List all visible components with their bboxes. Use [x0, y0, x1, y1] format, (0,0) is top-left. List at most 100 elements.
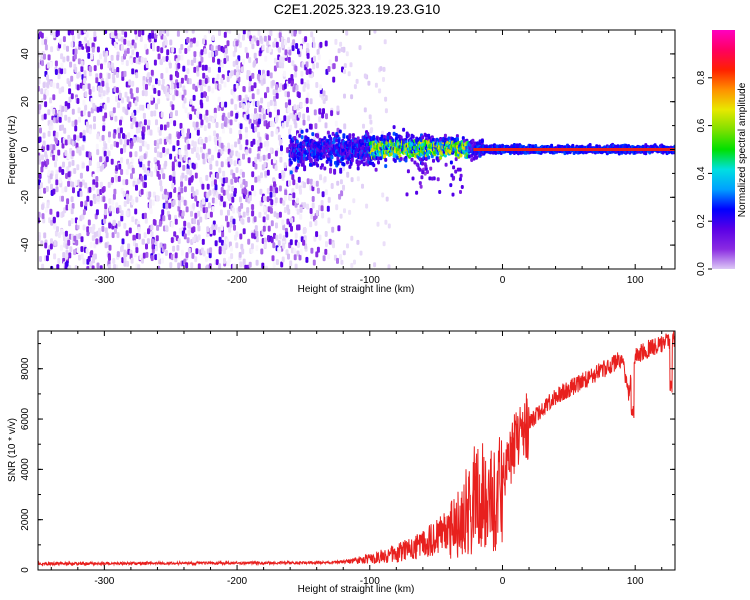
heatmap-cell: [54, 161, 57, 168]
heatmap-cell: [143, 119, 147, 126]
heatmap-cell: [114, 115, 118, 122]
heatmap-cell: [444, 162, 448, 167]
heatmap-cell: [214, 145, 218, 152]
heatmap-cell: [76, 98, 80, 104]
heatmap-cell: [222, 177, 226, 184]
heatmap-cell: [362, 123, 365, 129]
heatmap-cell: [112, 207, 116, 214]
heatmap-cell: [204, 78, 208, 84]
heatmap-cell: [225, 215, 228, 222]
heatmap-cell: [161, 257, 164, 264]
heatmap-cell: [356, 136, 360, 141]
heatmap-cell: [183, 199, 187, 206]
heatmap-cell: [255, 245, 259, 252]
heatmap-cell: [458, 177, 462, 182]
heatmap-cell: [49, 81, 53, 87]
heatmap-cell: [146, 238, 150, 245]
heatmap-cell: [80, 66, 84, 72]
heatmap-cell: [120, 245, 124, 252]
heatmap-cell: [194, 256, 198, 263]
heatmap-cell: [76, 247, 80, 253]
heatmap-cell: [279, 156, 283, 163]
heatmap-cell: [135, 247, 139, 254]
heatmap-cell: [218, 136, 222, 143]
heatmap-cell: [247, 70, 251, 77]
heatmap-cell: [302, 113, 306, 120]
heatmap-cell: [82, 40, 86, 47]
heatmap-cell: [131, 68, 135, 75]
heatmap-cell: [129, 151, 133, 158]
heatmap-cell: [306, 203, 309, 210]
snr-xtick-label: -100: [360, 576, 380, 587]
heatmap-cell: [157, 98, 161, 105]
heatmap-cell: [353, 84, 357, 90]
heatmap-cell: [155, 235, 159, 242]
heatmap-cell: [353, 259, 356, 265]
heatmap-cell: [55, 179, 59, 186]
heatmap-cell: [230, 144, 234, 151]
heatmap-cell: [327, 217, 331, 224]
heatmap-cell: [279, 56, 283, 63]
heatmap-cell: [139, 137, 142, 144]
heatmap-cell: [289, 170, 293, 175]
heatmap-cell: [317, 54, 321, 61]
heatmap-cell: [263, 35, 267, 42]
heatmap-cell: [238, 160, 242, 167]
heatmap-cell: [199, 177, 203, 183]
heatmap-cell: [281, 256, 285, 263]
heatmap-cell: [230, 253, 234, 260]
heatmap-cell: [116, 232, 120, 239]
heatmap-cell: [286, 218, 290, 225]
heatmap-cell: [88, 186, 92, 193]
heatmap-cell: [44, 39, 47, 45]
heatmap-cell: [370, 127, 374, 133]
heatmap-cell: [194, 85, 198, 92]
heatmap-cell: [52, 144, 56, 151]
heatmap-cell: [242, 211, 246, 218]
heatmap-cell: [172, 199, 176, 206]
heatmap-cell: [194, 195, 198, 202]
heatmap-cell: [135, 51, 139, 58]
heatmap-cell: [82, 85, 86, 91]
heatmap-cell: [44, 101, 48, 108]
heatmap-cell: [189, 98, 193, 105]
heatmap-cell: [211, 174, 215, 181]
heatmap-cell: [130, 257, 134, 264]
heatmap-cell: [74, 125, 78, 132]
heatmap-cell: [248, 86, 252, 93]
heatmap-cell: [113, 188, 117, 195]
heatmap-cell: [427, 150, 431, 154]
heatmap-cell: [320, 163, 324, 168]
heatmap-cell: [451, 137, 455, 141]
heatmap-cell: [265, 134, 269, 141]
heatmap-cell: [120, 210, 124, 217]
heatmap-cell: [176, 30, 180, 37]
heatmap-cell: [186, 168, 190, 175]
heatmap-cell: [157, 79, 161, 86]
heatmap-cell: [96, 166, 100, 173]
heatmap-cell: [371, 147, 375, 152]
heatmap-cell: [471, 138, 475, 143]
heatmap-cell: [182, 65, 186, 72]
heatmap-cell: [57, 149, 61, 156]
heatmap-cell: [217, 152, 221, 159]
heatmap-cell: [208, 52, 212, 59]
heatmap-cell: [151, 247, 155, 254]
heatmap-cell: [150, 231, 154, 238]
heatmap-cell: [262, 154, 266, 161]
heatmap-cell: [318, 137, 322, 142]
heatmap-cell: [65, 173, 69, 179]
heatmap-cell: [230, 149, 234, 156]
heatmap-cell: [52, 94, 56, 101]
heatmap-cell: [329, 167, 332, 174]
heatmap-cell: [288, 128, 291, 135]
heatmap-cell: [411, 134, 415, 139]
heatmap-cell: [202, 250, 206, 257]
heatmap-cell: [251, 232, 255, 239]
heatmap-cell: [183, 89, 187, 96]
heatmap-cell: [329, 162, 333, 167]
heatmap-cell: [184, 107, 188, 114]
heatmap-cell: [123, 260, 127, 267]
heatmap-cell: [160, 111, 164, 118]
